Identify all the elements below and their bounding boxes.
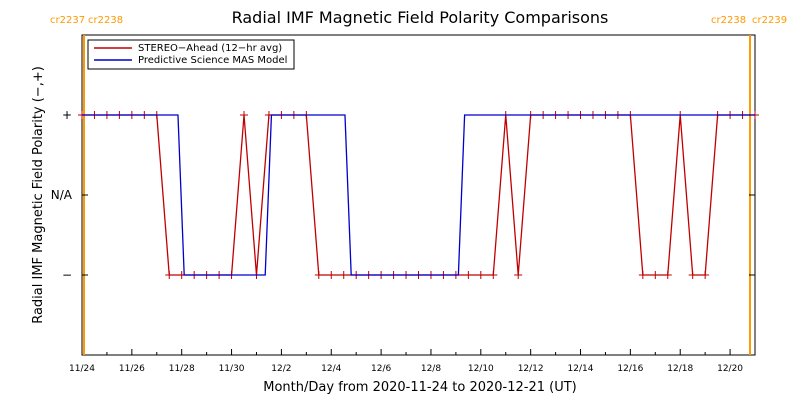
legend-label-stereo: STEREO−Ahead (12−hr avg): [138, 43, 282, 54]
plot-frame: [81, 34, 756, 356]
x-tick-label: 12/14: [568, 364, 594, 374]
x-axis-ticks: 11/24 11/26 11/28 11/30 12/2 12/4 12/6 12/8 12/1…: [69, 349, 756, 374]
y-axis-ticks: − N/A +: [51, 108, 755, 282]
legend: STEREO−Ahead (12−hr avg) Predictive Scie…: [87, 39, 295, 70]
legend-box: [87, 39, 295, 70]
x-tick-label: 12/10: [468, 364, 494, 374]
x-tick-label: 12/12: [518, 364, 544, 374]
chart-title: Radial IMF Magnetic Field Polarity Compa…: [232, 8, 609, 27]
y-tick-label: N/A: [51, 188, 73, 202]
y-tick-label: −: [62, 268, 72, 282]
x-tick-label: 11/28: [169, 364, 195, 374]
x-tick-label: 12/2: [271, 364, 291, 374]
y-axis-label: Radial IMF Magnetic Field Polarity (−,+): [31, 66, 46, 324]
x-tick-label: 12/18: [667, 364, 693, 374]
cr-label-left-1: cr2237: [50, 15, 85, 26]
x-tick-label: 12/20: [717, 364, 743, 374]
legend-label-mas: Predictive Science MAS Model: [138, 55, 287, 66]
mas-series-line: [82, 114, 755, 276]
x-tick-label: 12/8: [421, 364, 441, 374]
x-axis-label: Month/Day from 2020-11-24 to 2020-12-21 …: [263, 380, 576, 395]
x-tick-label: 11/24: [69, 364, 95, 374]
cr-label-right-1: cr2238: [88, 15, 123, 26]
x-tick-label: 11/30: [219, 364, 245, 374]
x-tick-label: 12/4: [321, 364, 341, 374]
cr-label-left-2: cr2238: [711, 15, 746, 26]
series-layer: [78, 111, 759, 279]
x-tick-label: 12/6: [371, 364, 391, 374]
cr-label-right-2: cr2239: [752, 15, 787, 26]
x-tick-label: 11/26: [119, 364, 145, 374]
y-tick-label: +: [62, 108, 72, 122]
cr-boundary-lines: [83, 35, 752, 355]
x-tick-label: 12/16: [617, 364, 643, 374]
